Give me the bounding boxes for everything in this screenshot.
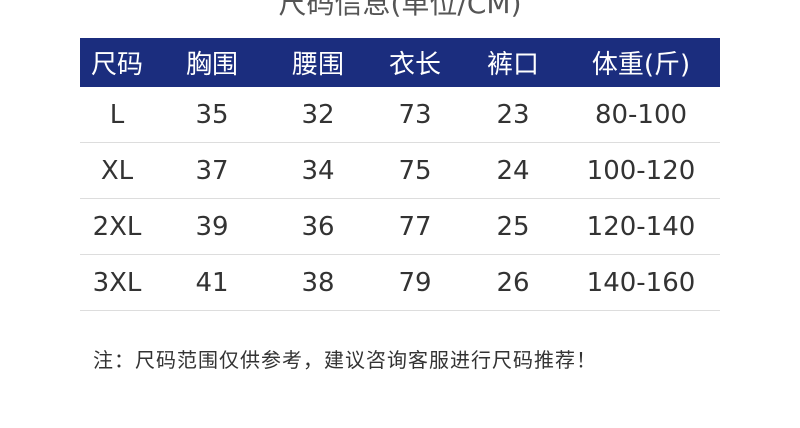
header-row: 尺码 胸围 腰围 衣长 裤口 体重(斤) bbox=[80, 38, 720, 87]
size-table: 尺码 胸围 腰围 衣长 裤口 体重(斤) L 35 32 73 23 80-100 XL 37 34 75 24… bbox=[80, 38, 720, 311]
table-cell: 39 bbox=[195, 211, 229, 242]
table-cell: 34 bbox=[301, 155, 335, 186]
table-cell: 35 bbox=[195, 99, 229, 130]
header-cell: 尺码 bbox=[90, 50, 143, 80]
note: 注：尺码范围仅供参考，建议咨询客服进行尺码推荐！ bbox=[93, 348, 597, 372]
table-cell: 3XL bbox=[92, 267, 142, 298]
header-cell: 衣长 bbox=[388, 50, 441, 80]
header-cell: 腰围 bbox=[291, 50, 344, 80]
table-cell: 80-100 bbox=[594, 99, 688, 130]
table-row: 3XL 41 38 79 26 140-160 bbox=[80, 255, 720, 311]
table-cell: 38 bbox=[301, 267, 335, 298]
table-cell: 26 bbox=[496, 267, 530, 298]
table-cell: 2XL bbox=[92, 211, 142, 242]
table-cell: 120-140 bbox=[586, 211, 696, 242]
table-cell: 77 bbox=[398, 211, 432, 242]
table-cell: L bbox=[109, 99, 125, 130]
table-row: L 35 32 73 23 80-100 bbox=[80, 87, 720, 143]
table-cell: 100-120 bbox=[586, 155, 696, 186]
header-cell: 裤口 bbox=[486, 50, 539, 80]
table-cell: 75 bbox=[398, 155, 432, 186]
header-cell: 体重(斤) bbox=[591, 50, 691, 80]
table-cell: 41 bbox=[195, 267, 229, 298]
table-cell: 32 bbox=[301, 99, 335, 130]
table-cell: 24 bbox=[496, 155, 530, 186]
header-cell: 胸围 bbox=[185, 50, 238, 80]
table-cell: 23 bbox=[496, 99, 530, 130]
table-cell: 140-160 bbox=[586, 267, 696, 298]
table-cell: 37 bbox=[195, 155, 229, 186]
table-cell: 79 bbox=[398, 267, 432, 298]
table-row: XL 37 34 75 24 100-120 bbox=[80, 143, 720, 199]
table-row: 2XL 39 36 77 25 120-140 bbox=[80, 199, 720, 255]
table-cell: XL bbox=[100, 155, 134, 186]
title: 尺码信息(单位/CM) bbox=[278, 0, 522, 20]
table-cell: 36 bbox=[301, 211, 335, 242]
table-cell: 25 bbox=[496, 211, 530, 242]
table-cell: 73 bbox=[398, 99, 432, 130]
